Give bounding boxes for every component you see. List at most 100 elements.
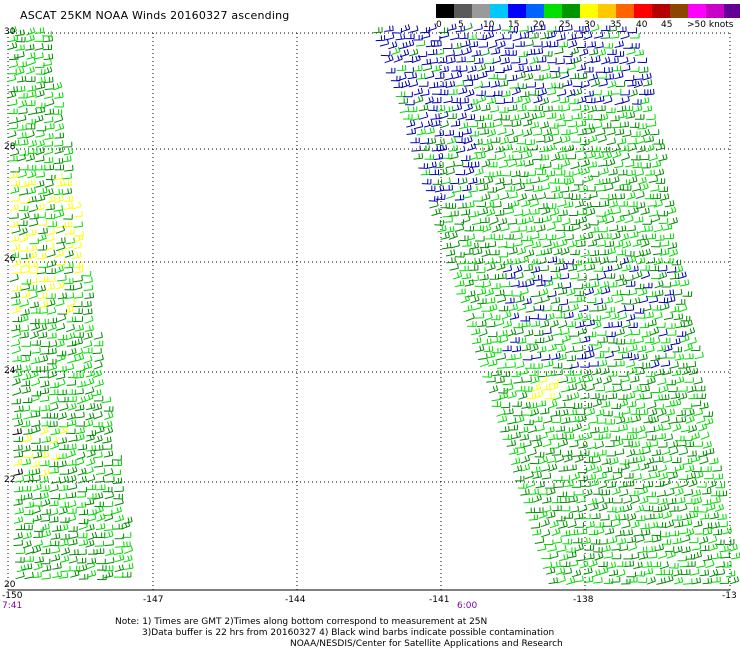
wind-barb bbox=[13, 532, 23, 540]
wind-barb bbox=[705, 447, 715, 456]
wind-barb bbox=[429, 169, 439, 176]
wind-barb bbox=[522, 410, 533, 416]
wind-barb bbox=[20, 283, 31, 291]
wind-barb bbox=[497, 273, 507, 280]
wind-barb bbox=[10, 180, 21, 187]
wind-barb bbox=[498, 251, 509, 258]
wind-barb bbox=[431, 65, 441, 73]
wind-barb bbox=[633, 561, 643, 570]
wind-barb bbox=[621, 240, 632, 249]
wind-barb bbox=[484, 176, 494, 185]
wind-barb bbox=[508, 27, 518, 33]
wind-barb bbox=[541, 206, 551, 215]
wind-barb bbox=[113, 493, 123, 500]
wind-barb bbox=[479, 273, 489, 281]
wind-barb bbox=[549, 129, 560, 136]
wind-barb bbox=[623, 440, 633, 447]
wind-barb bbox=[561, 334, 571, 343]
wind-barb bbox=[57, 453, 67, 459]
wind-barb bbox=[625, 392, 636, 400]
wind-barb bbox=[586, 41, 597, 48]
wind-barb bbox=[588, 340, 599, 346]
wind-barb bbox=[624, 215, 634, 224]
wind-barb bbox=[654, 544, 664, 552]
wind-barb bbox=[86, 569, 97, 578]
wind-barb bbox=[546, 31, 556, 39]
wind-barb bbox=[581, 481, 591, 487]
wind-barb bbox=[651, 449, 662, 457]
wind-barb bbox=[84, 325, 94, 332]
wind-barb bbox=[21, 445, 31, 453]
wind-barb bbox=[11, 298, 21, 306]
wind-barb bbox=[628, 576, 638, 583]
wind-barb bbox=[560, 327, 570, 336]
wind-barb bbox=[672, 289, 683, 296]
wind-barb bbox=[454, 219, 465, 225]
wind-barb bbox=[551, 527, 561, 537]
wind-barb bbox=[551, 449, 562, 456]
wind-barb bbox=[634, 483, 645, 490]
wind-barb bbox=[664, 575, 674, 584]
wind-barb bbox=[523, 72, 534, 81]
wind-barb bbox=[563, 427, 574, 433]
wind-barb bbox=[431, 145, 442, 152]
wind-barb bbox=[528, 144, 538, 151]
wind-barb bbox=[535, 111, 546, 119]
wind-barb bbox=[683, 458, 693, 465]
wind-barb bbox=[580, 104, 590, 113]
wind-barb bbox=[510, 57, 521, 64]
wind-barb bbox=[607, 281, 618, 288]
wind-barb bbox=[577, 414, 587, 423]
wind-barb bbox=[690, 345, 701, 351]
wind-barb bbox=[450, 240, 460, 249]
wind-barb bbox=[17, 220, 28, 226]
wind-barb bbox=[552, 216, 562, 223]
wind-barb bbox=[569, 47, 580, 56]
wind-barb bbox=[20, 405, 31, 412]
wind-barb bbox=[607, 49, 617, 55]
note-line: 3)Data buffer is 22 hrs from 20160327 4)… bbox=[142, 628, 555, 638]
wind-barb bbox=[49, 484, 59, 493]
wind-barb bbox=[471, 328, 481, 336]
wind-barb bbox=[519, 32, 529, 39]
wind-barb bbox=[41, 529, 52, 538]
wind-barb bbox=[696, 415, 706, 424]
wind-barb bbox=[715, 568, 726, 576]
wind-barb bbox=[572, 450, 582, 457]
wind-barb bbox=[611, 289, 622, 296]
wind-barb bbox=[574, 179, 584, 186]
wind-barb bbox=[581, 537, 591, 545]
wind-barb bbox=[425, 40, 436, 48]
wind-barb bbox=[629, 353, 639, 361]
wind-barb bbox=[664, 546, 675, 552]
wind-barb bbox=[611, 65, 622, 72]
wind-barb bbox=[566, 153, 577, 160]
wind-barb bbox=[553, 26, 564, 32]
wind-barb bbox=[599, 167, 609, 175]
wind-barb bbox=[431, 208, 441, 217]
wind-barb bbox=[673, 520, 684, 528]
wind-barb bbox=[657, 441, 668, 448]
wind-barb bbox=[642, 561, 652, 568]
wind-barb bbox=[66, 491, 77, 499]
wind-barb bbox=[31, 340, 41, 346]
wind-barb bbox=[522, 65, 533, 73]
wind-barb bbox=[59, 396, 69, 403]
wind-barb bbox=[496, 151, 506, 161]
wind-barb bbox=[564, 144, 575, 152]
wind-barb bbox=[537, 488, 548, 495]
wind-barb bbox=[628, 366, 638, 375]
wind-barb bbox=[583, 232, 594, 240]
wind-barb bbox=[582, 369, 592, 377]
wind-barb bbox=[31, 438, 41, 444]
wind-barb bbox=[610, 312, 620, 320]
wind-barb bbox=[13, 498, 23, 506]
wind-barb bbox=[620, 89, 630, 96]
wind-barb bbox=[671, 259, 682, 266]
wind-barb bbox=[512, 178, 522, 186]
wind-barb bbox=[518, 426, 529, 434]
wind-barb bbox=[558, 438, 569, 447]
wind-barb bbox=[492, 201, 502, 208]
wind-barb bbox=[465, 114, 476, 121]
wind-barb bbox=[434, 48, 445, 56]
